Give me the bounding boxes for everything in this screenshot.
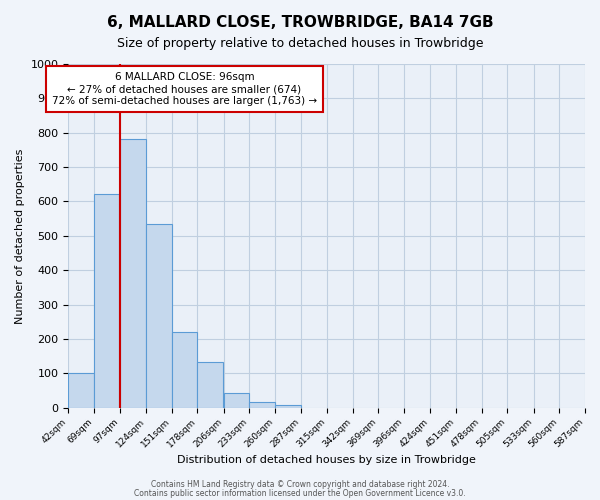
Text: Contains public sector information licensed under the Open Government Licence v3: Contains public sector information licen… [134, 488, 466, 498]
Bar [146, 224, 172, 408]
Text: Contains HM Land Registry data © Crown copyright and database right 2024.: Contains HM Land Registry data © Crown c… [151, 480, 449, 489]
Bar [275, 405, 301, 407]
Y-axis label: Number of detached properties: Number of detached properties [15, 148, 25, 324]
X-axis label: Distribution of detached houses by size in Trowbridge: Distribution of detached houses by size … [177, 455, 476, 465]
Bar [121, 138, 146, 407]
Text: 6 MALLARD CLOSE: 96sqm
← 27% of detached houses are smaller (674)
72% of semi-de: 6 MALLARD CLOSE: 96sqm ← 27% of detached… [52, 72, 317, 106]
Bar [197, 362, 223, 408]
Bar [94, 194, 119, 408]
Text: 6, MALLARD CLOSE, TROWBRIDGE, BA14 7GB: 6, MALLARD CLOSE, TROWBRIDGE, BA14 7GB [107, 15, 493, 30]
Bar [250, 402, 275, 407]
Bar [172, 332, 197, 407]
Text: Size of property relative to detached houses in Trowbridge: Size of property relative to detached ho… [117, 38, 483, 51]
Bar [68, 374, 94, 408]
Bar [224, 393, 250, 407]
